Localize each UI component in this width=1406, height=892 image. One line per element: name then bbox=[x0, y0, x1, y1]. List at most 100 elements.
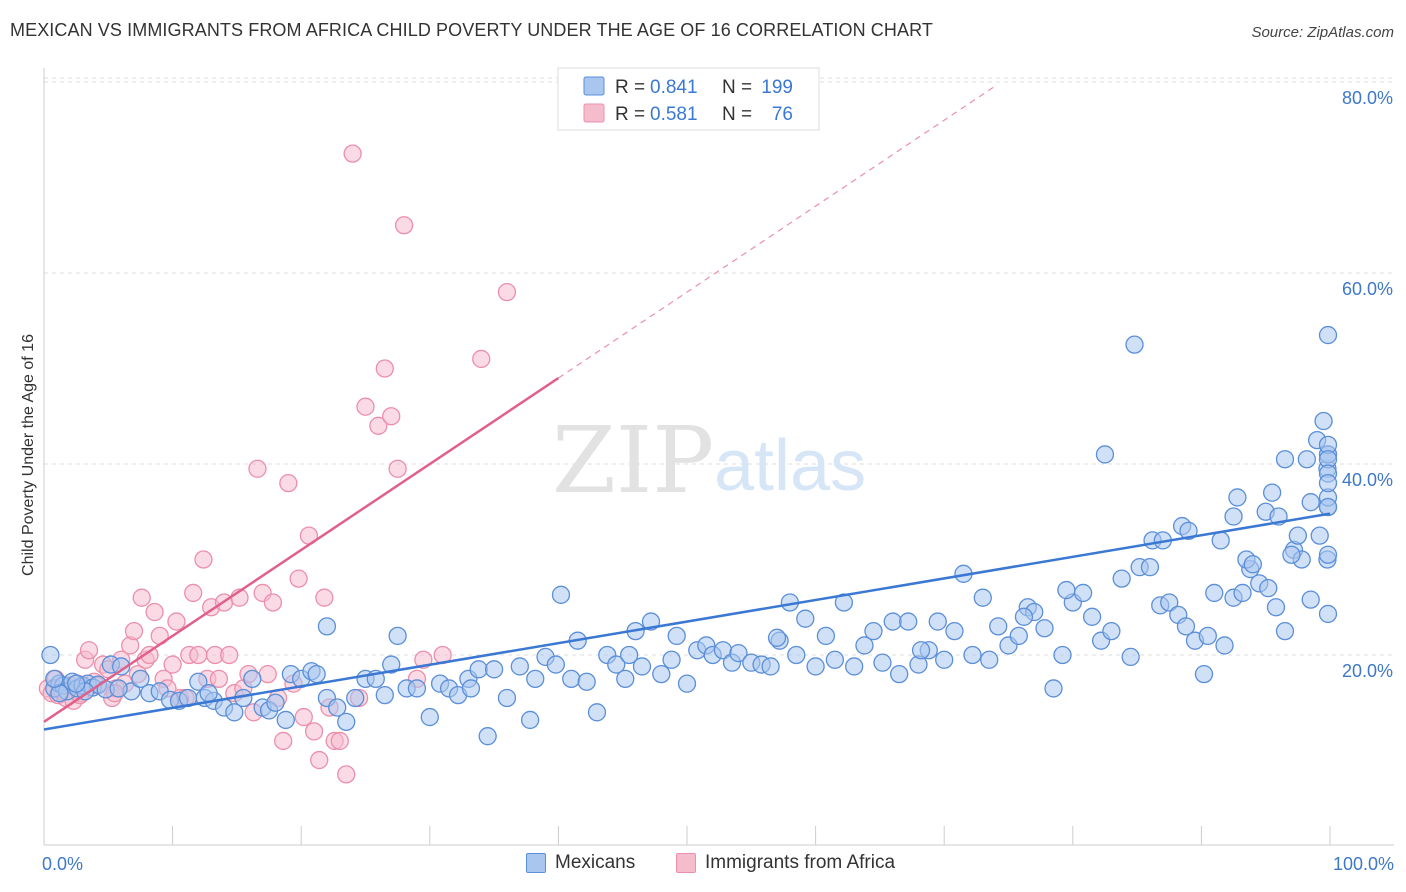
mexicans-point bbox=[225, 703, 244, 722]
mexicans-point bbox=[667, 626, 686, 646]
africa-point bbox=[388, 459, 407, 478]
africa-point bbox=[248, 459, 267, 478]
africa-point bbox=[310, 750, 329, 770]
mexicans-point bbox=[796, 609, 815, 628]
mexicans-point bbox=[478, 727, 497, 746]
mexicans-point bbox=[816, 626, 836, 646]
mexicans-point bbox=[845, 657, 864, 676]
mexicans-point bbox=[1233, 583, 1252, 603]
mexicans-point bbox=[1259, 579, 1278, 598]
mexicans-point bbox=[1301, 493, 1320, 512]
africa-point bbox=[140, 645, 159, 665]
africa-point bbox=[194, 550, 213, 569]
x-tick-max: 100.0% bbox=[1333, 854, 1394, 874]
mexicans-point bbox=[1288, 526, 1307, 545]
mexicans-point bbox=[526, 669, 545, 689]
mexicans-point bbox=[420, 707, 439, 727]
mexicans-point bbox=[607, 655, 626, 674]
legend-swatch-mexicans bbox=[583, 76, 605, 96]
mexicans-point bbox=[1179, 521, 1198, 540]
mexicans-point bbox=[1318, 497, 1338, 517]
mexicans-point bbox=[1014, 607, 1034, 626]
y-tick-label-40: 40.0% bbox=[1342, 470, 1393, 490]
grid-lines bbox=[44, 77, 1394, 656]
africa-point bbox=[167, 612, 186, 631]
africa-point bbox=[356, 397, 375, 416]
stat-r-value-1: 0.841 bbox=[650, 77, 698, 98]
source-credit: Source: ZipAtlas.com bbox=[1251, 24, 1394, 41]
mexicans-point bbox=[1314, 411, 1333, 431]
mexicans-point bbox=[1035, 619, 1054, 638]
mexicans-point bbox=[1318, 604, 1338, 624]
mexicans-point bbox=[652, 664, 671, 684]
mexicans-point bbox=[461, 679, 481, 698]
y-tick-label-20: 20.0% bbox=[1342, 661, 1393, 681]
mexicans-point bbox=[899, 612, 918, 631]
africa-point bbox=[220, 645, 239, 665]
mexicans-point bbox=[890, 664, 909, 684]
mexicans-point bbox=[328, 698, 347, 717]
mexicans-point bbox=[1318, 473, 1338, 493]
mexicans-point bbox=[551, 585, 571, 604]
africa-point bbox=[184, 583, 203, 603]
mexicans-point bbox=[1057, 580, 1076, 600]
mexicans-point bbox=[963, 645, 982, 665]
legend-swatch-africa bbox=[583, 103, 605, 123]
mexicans-point bbox=[510, 657, 529, 676]
mexicans-point bbox=[45, 669, 64, 689]
mexicans-point bbox=[346, 688, 365, 708]
mexicans-point bbox=[407, 679, 427, 698]
mexicans-point bbox=[469, 660, 488, 679]
mexicans-point bbox=[619, 645, 639, 665]
mexicans-point bbox=[980, 650, 999, 669]
mexicans-point bbox=[1121, 647, 1140, 667]
mexicans-point bbox=[1301, 590, 1320, 609]
mexicans-point bbox=[1318, 545, 1338, 564]
mexicans-point bbox=[388, 626, 407, 646]
africa-point bbox=[145, 602, 164, 622]
legend-label-africa: Immigrants from Africa bbox=[705, 852, 896, 873]
x-tick-min: 0.0% bbox=[42, 854, 83, 874]
stats-legend: R = 0.841 N = 199 R = 0.581 N = 76 bbox=[557, 67, 820, 131]
watermark-zip: ZIP bbox=[552, 407, 714, 514]
mexicans-point bbox=[243, 669, 262, 689]
mexicans-point bbox=[199, 684, 218, 703]
africa-point bbox=[315, 588, 334, 607]
mexicans-point bbox=[616, 669, 635, 689]
mexicans-point bbox=[1297, 450, 1317, 469]
africa-point bbox=[394, 216, 414, 235]
mexicans-point bbox=[662, 650, 681, 669]
africa-point bbox=[304, 722, 324, 741]
axes bbox=[43, 68, 1394, 846]
mexicans-point bbox=[1095, 445, 1115, 464]
y-axis-label: Child Poverty Under the Age of 16 bbox=[20, 334, 37, 576]
mexicans-point bbox=[1073, 583, 1093, 603]
africa-point bbox=[343, 144, 362, 163]
stat-r-value-2: 0.581 bbox=[650, 104, 698, 125]
mexicans-point bbox=[375, 685, 394, 705]
mexicans-point bbox=[677, 674, 697, 693]
legend-label-mexicans: Mexicans bbox=[555, 852, 636, 873]
mexicans-point bbox=[1053, 645, 1072, 665]
trend-line-mexicans bbox=[43, 512, 1331, 731]
mexicans-point bbox=[973, 588, 992, 607]
mexicans-point bbox=[1282, 545, 1301, 564]
mexicans-point bbox=[1266, 598, 1286, 617]
mexicans-point bbox=[382, 655, 401, 674]
mexicans-point bbox=[1112, 569, 1131, 588]
y-tick-labels: 20.0% 40.0% 60.0% 80.0% bbox=[1342, 88, 1393, 681]
mexicans-point bbox=[632, 657, 652, 676]
y-tick-label-60: 60.0% bbox=[1342, 279, 1393, 299]
stat-r-label-2: R = bbox=[615, 104, 645, 125]
stat-n-label-1: N = bbox=[722, 77, 752, 98]
mexicans-point bbox=[497, 688, 517, 708]
africa-point bbox=[274, 731, 293, 751]
series-mexicans bbox=[41, 325, 1338, 746]
mexicans-point bbox=[864, 621, 883, 641]
trend-lines bbox=[43, 85, 1331, 731]
stat-n-label-2: N = bbox=[722, 104, 752, 125]
mexicans-point bbox=[317, 617, 337, 636]
mexicans-point bbox=[109, 679, 128, 698]
mexicans-point bbox=[307, 664, 326, 684]
mexicans-point bbox=[1140, 557, 1160, 577]
